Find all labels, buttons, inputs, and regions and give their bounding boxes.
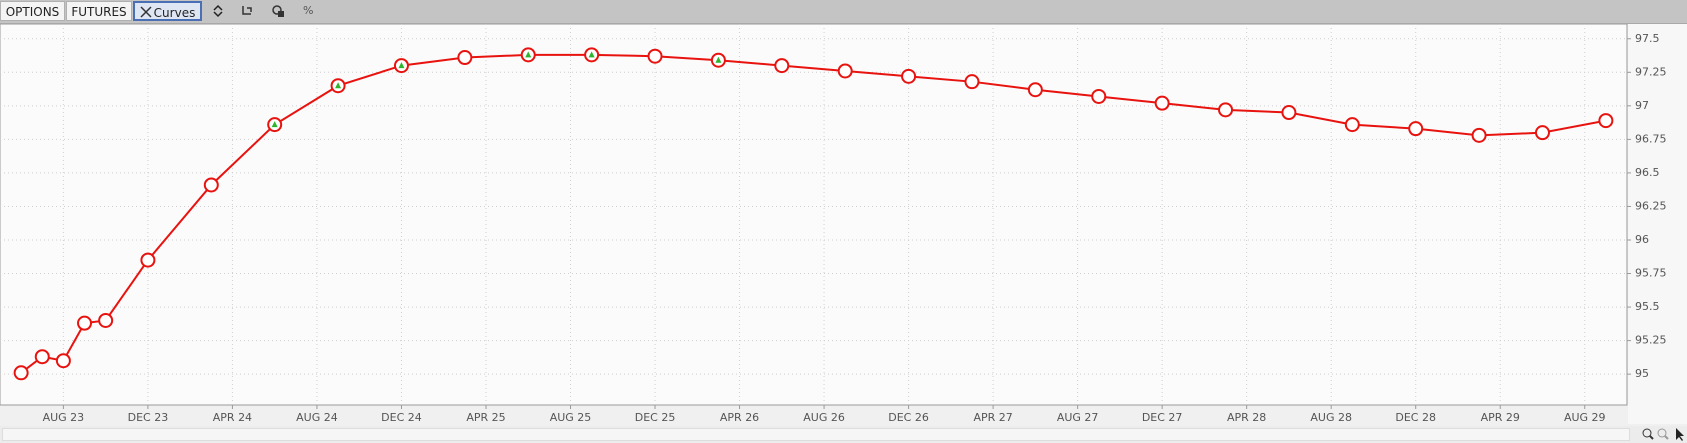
point [55,353,71,369]
point [837,63,853,79]
point [1154,95,1170,111]
point [77,315,93,331]
x-tick-label: APR 28 [1227,411,1266,424]
point [1534,125,1550,141]
scrollbar[interactable] [2,428,1630,441]
flag-marker [525,51,532,58]
x-tick-label: AUG 26 [803,411,845,424]
y-tick-label: 96.25 [1635,199,1667,212]
x-tick-label: DEC 28 [1395,411,1436,424]
point [1281,105,1297,121]
point [1091,88,1107,104]
curves-icon [140,6,152,18]
plot-area [0,24,1628,406]
x-tick-label: AUG 23 [43,411,85,424]
flag-marker [588,51,595,58]
point [901,68,917,84]
point [647,48,663,64]
point [1027,82,1043,98]
point [964,74,980,90]
point [98,312,114,328]
zoom-tools[interactable] [1641,427,1687,442]
x-tick-label: APR 27 [973,411,1012,424]
flag-marker [271,121,278,128]
x-tick-label: AUG 28 [1310,411,1352,424]
point [1598,113,1614,129]
x-tick-label: DEC 24 [381,411,422,424]
x-tick-label: APR 29 [1481,411,1520,424]
options-button[interactable]: OPTIONS [0,1,65,21]
y-tick-label: 96.5 [1635,166,1660,179]
x-tick-label: DEC 25 [635,411,676,424]
y-tick-label: 97 [1635,99,1649,112]
tool-icon[interactable] [241,4,255,18]
point [34,349,50,365]
curves-label: Curves [153,6,196,20]
flag-marker [335,82,342,89]
point [774,58,790,74]
x-tick-label: AUG 25 [550,411,592,424]
point [13,365,29,381]
curves-button[interactable]: Curves [133,1,202,21]
x-tick-label: AUG 29 [1564,411,1606,424]
y-tick-label: 95 [1635,367,1649,380]
x-tick-label: DEC 23 [128,411,169,424]
point [203,177,219,193]
point [457,50,473,66]
x-tick-label: AUG 27 [1057,411,1099,424]
x-tick-label: AUG 24 [296,411,338,424]
percent-button[interactable]: % [303,4,314,17]
futures-button[interactable]: FUTURES [66,1,132,21]
toolbar: OPTIONS FUTURES Curves % [0,0,1687,24]
x-tick-label: APR 25 [466,411,505,424]
point [140,252,156,268]
x-tick-label: APR 26 [720,411,759,424]
chart: 95 95.25 95.5 95.75 96 96.25 96.5 96.75 97 97.25 9… [0,24,1687,424]
flag-marker [398,62,405,69]
x-tick-label: DEC 26 [888,411,929,424]
point [1344,117,1360,133]
flag-marker [715,56,722,63]
y-tick-label: 97.5 [1635,32,1660,45]
x-tick-label: APR 24 [213,411,252,424]
y-axis-area [1628,24,1687,424]
y-tick-label: 96.75 [1635,132,1667,145]
point [1218,102,1234,118]
swap-icon[interactable] [211,4,225,18]
y-tick-label: 95.75 [1635,267,1667,280]
y-tick-label: 95.5 [1635,300,1660,313]
y-tick-label: 97.25 [1635,65,1667,78]
footer [0,426,1687,443]
lock-icon[interactable] [271,4,285,18]
x-tick-label: DEC 27 [1142,411,1183,424]
y-tick-label: 95.25 [1635,334,1667,347]
y-tick-label: 96 [1635,233,1649,246]
point [1471,127,1487,143]
point [1408,121,1424,137]
